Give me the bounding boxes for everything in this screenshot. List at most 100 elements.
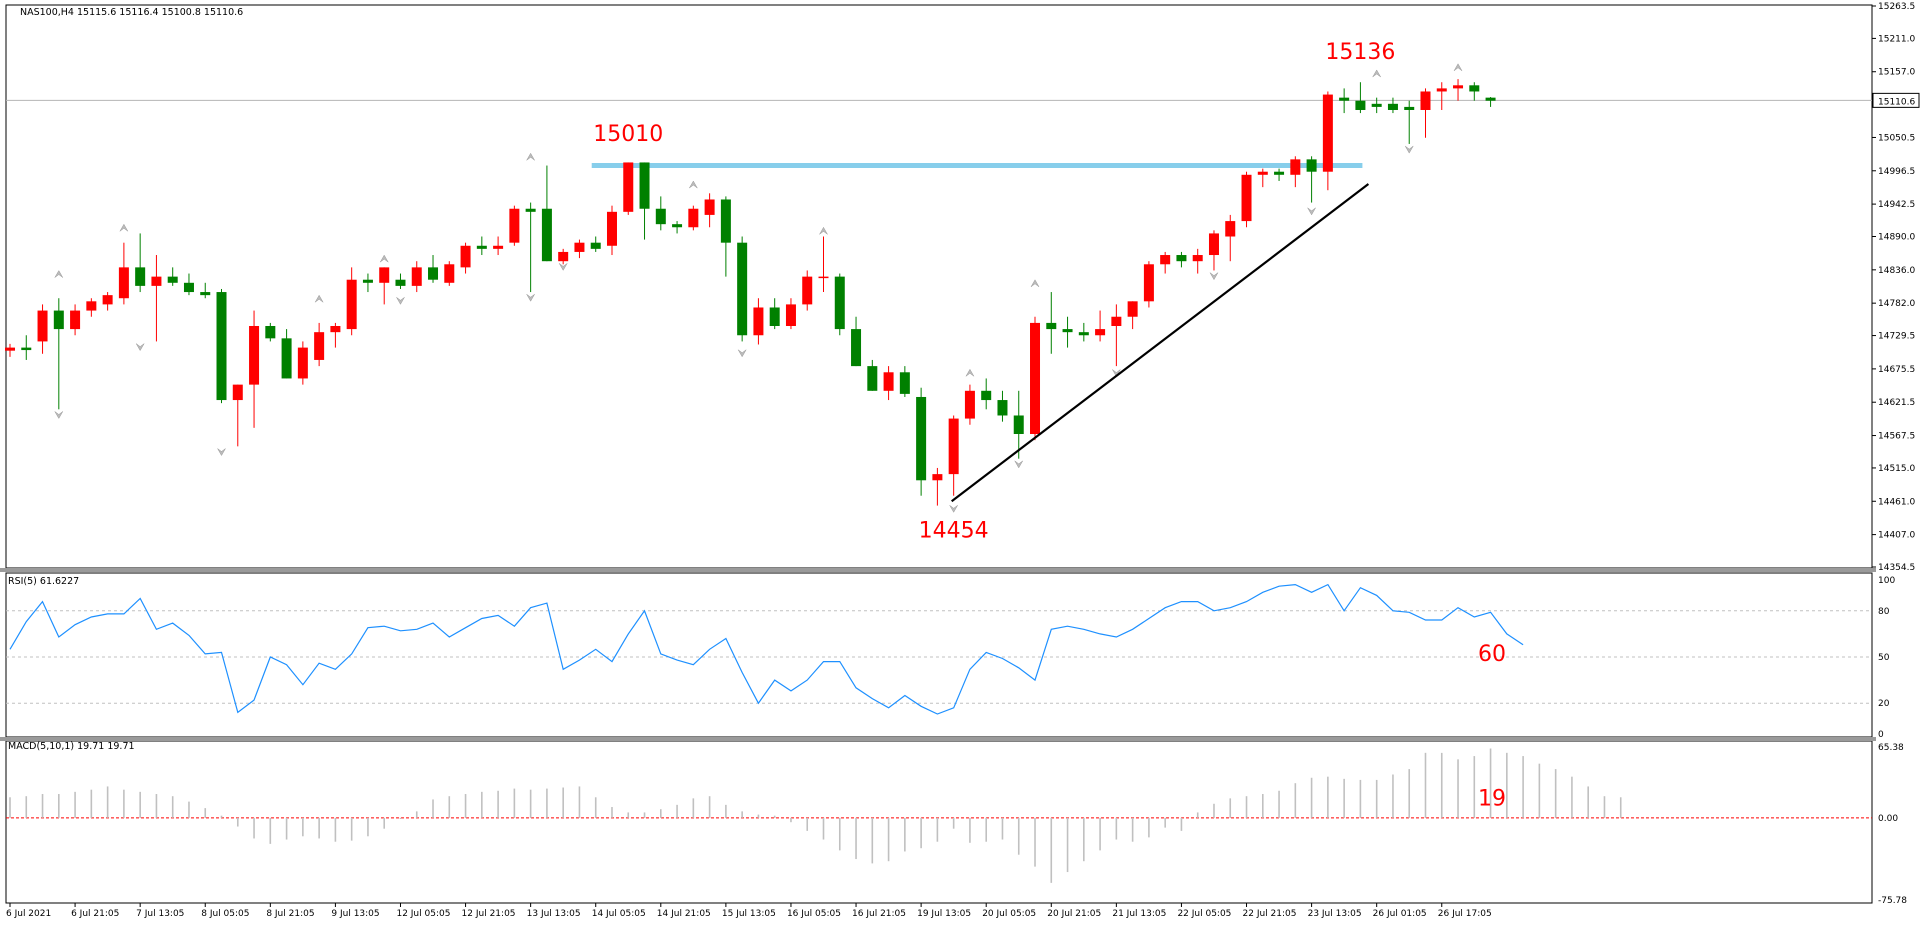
- fractal-up-icon: [314, 294, 324, 303]
- candle-body: [460, 245, 471, 268]
- price-tick-label: 14354.5: [1878, 563, 1915, 573]
- time-tick-label: 8 Jul 21:05: [266, 909, 314, 919]
- pane-separator: [0, 568, 1876, 572]
- current-price-label: 15110.6: [1878, 97, 1915, 107]
- candle-body: [53, 310, 64, 330]
- candle-body: [525, 208, 536, 212]
- macd-tick-label: -75.78: [1878, 896, 1907, 906]
- candle-body: [997, 400, 1008, 416]
- time-tick-label: 12 Jul 21:05: [462, 909, 516, 919]
- fractal-up-icon: [819, 226, 828, 235]
- candle-body: [802, 276, 813, 305]
- candle-body: [1160, 255, 1171, 265]
- time-tick-label: 16 Jul 05:05: [787, 909, 841, 919]
- candle-body: [899, 372, 910, 394]
- candle-body: [964, 390, 975, 419]
- candle-body: [655, 208, 666, 225]
- candle-body: [37, 310, 48, 342]
- price-tick-label: 15157.0: [1878, 68, 1915, 78]
- candle-body: [672, 224, 683, 228]
- candle-body: [5, 347, 15, 351]
- candle-body: [216, 292, 227, 401]
- rsi-pane: [5, 572, 1873, 738]
- time-tick-label: 8 Jul 05:05: [201, 909, 249, 919]
- candle-body: [1290, 159, 1301, 175]
- candle-body: [411, 267, 422, 286]
- candle-body: [509, 208, 520, 243]
- time-tick-label: 22 Jul 05:05: [1177, 909, 1231, 919]
- candle-body: [1127, 301, 1138, 317]
- candle-body: [1095, 329, 1106, 336]
- price-tick-label: 15263.5: [1878, 2, 1915, 12]
- candle-body: [883, 372, 894, 391]
- time-tick-label: 20 Jul 05:05: [982, 909, 1036, 919]
- candle-body: [981, 390, 992, 401]
- price-tick-label: 15211.0: [1878, 34, 1915, 44]
- time-tick-label: 14 Jul 05:05: [592, 909, 646, 919]
- candle-body: [769, 307, 780, 326]
- fractal-down-icon: [217, 448, 226, 457]
- candle-body: [232, 384, 243, 401]
- candle-body: [1013, 415, 1024, 435]
- candle-body: [1062, 329, 1073, 333]
- fractal-up-icon: [1372, 69, 1381, 78]
- price-tick-label: 14890.0: [1878, 233, 1915, 243]
- candle-body: [948, 418, 959, 475]
- candle-body: [851, 329, 862, 367]
- candle-body: [1225, 221, 1236, 237]
- fractal-down-icon: [1307, 207, 1316, 216]
- fractal-up-icon: [689, 180, 698, 189]
- price-tick-label: 14729.5: [1878, 332, 1915, 342]
- fractal-up-icon: [54, 270, 64, 278]
- time-tick-label: 12 Jul 05:05: [396, 909, 450, 919]
- fractal-down-icon: [1014, 460, 1023, 469]
- price-tick-label: 14836.0: [1878, 266, 1915, 276]
- candle-body: [1306, 159, 1317, 172]
- price-tick-label: 14515.0: [1878, 464, 1915, 474]
- candle-body: [362, 279, 373, 283]
- rsi-tick-label: 100: [1878, 576, 1895, 586]
- fractal-down-icon: [54, 411, 64, 419]
- candle-body: [753, 307, 764, 336]
- candle-body: [265, 325, 276, 339]
- fractal-up-icon: [965, 368, 975, 377]
- time-tick-label: 13 Jul 13:05: [527, 909, 581, 919]
- candle-body: [102, 295, 113, 305]
- candle-body: [200, 292, 211, 296]
- candle-body: [330, 325, 341, 333]
- main-pane: [5, 4, 1873, 569]
- price-tick-label: 14621.5: [1878, 398, 1915, 408]
- fractal-down-icon: [949, 505, 958, 513]
- candle-body: [1241, 174, 1252, 222]
- candle-body: [932, 474, 943, 481]
- candle-body: [135, 267, 146, 286]
- candle-body: [1485, 97, 1496, 101]
- candle-body: [1420, 91, 1431, 110]
- candle-body: [346, 279, 357, 330]
- rsi-tick-label: 20: [1878, 699, 1890, 709]
- price-tick-label: 14675.5: [1878, 365, 1915, 375]
- fractal-down-icon: [1209, 272, 1219, 281]
- macd-header: MACD(5,10,1) 19.71 19.71: [8, 741, 135, 752]
- fractal-up-icon: [119, 223, 129, 232]
- candle-body: [1176, 255, 1187, 262]
- candle-body: [428, 267, 439, 280]
- candle-body: [867, 366, 878, 391]
- rsi-header: RSI(5) 61.6227: [8, 576, 79, 587]
- candle-body: [70, 310, 81, 330]
- pane-separator: [0, 737, 1876, 741]
- time-tick-label: 15 Jul 13:05: [722, 909, 776, 919]
- candle-body: [1371, 103, 1382, 107]
- candle-body: [1257, 171, 1268, 175]
- time-tick-label: 26 Jul 17:05: [1438, 909, 1492, 919]
- price-tick-label: 14996.5: [1878, 167, 1915, 177]
- candle-body: [590, 242, 601, 249]
- macd-tick-label: 65.38: [1878, 743, 1904, 753]
- candle-body: [1355, 100, 1366, 110]
- price-annotation: 15136: [1325, 40, 1395, 65]
- fractal-down-icon: [396, 297, 405, 305]
- candle-body: [167, 276, 178, 283]
- fractal-down-icon: [558, 263, 568, 271]
